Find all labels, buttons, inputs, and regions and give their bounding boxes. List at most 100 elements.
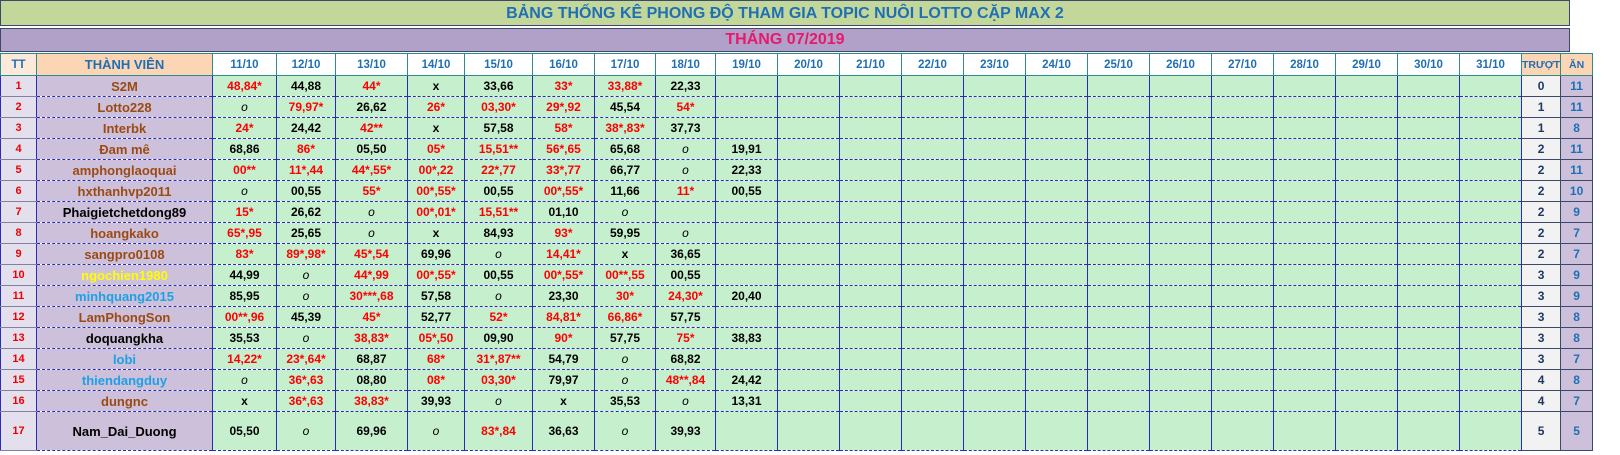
result-cell: o: [335, 201, 408, 223]
result-cell: 26,62: [335, 96, 408, 118]
result-cell: [777, 285, 840, 307]
result-cell: [1397, 369, 1460, 391]
result-cell: 33,88*: [594, 75, 656, 97]
result-cell: [1149, 285, 1212, 307]
result-cell: x: [407, 222, 465, 244]
result-cell: x: [532, 390, 595, 412]
result-cell: [901, 201, 964, 223]
result-cell: 54,79: [532, 348, 595, 370]
result-cell: 25,65: [276, 222, 336, 244]
result-cell: o: [594, 369, 656, 391]
result-cell: [839, 348, 902, 370]
result-cell: [901, 348, 964, 370]
result-cell: 90*: [532, 327, 595, 349]
header-member: THÀNH VIÊN: [36, 53, 213, 76]
member-name: Interbk: [36, 117, 213, 139]
result-cell: 31*,87**: [464, 348, 533, 370]
result-cell: o: [594, 411, 656, 451]
result-cell: [1459, 180, 1522, 202]
result-cell: [1025, 369, 1088, 391]
row-number: 10: [0, 264, 37, 286]
miss-count: 3: [1520, 306, 1562, 328]
result-cell: [777, 75, 840, 97]
row-number: 11: [0, 285, 37, 307]
result-cell: o: [276, 411, 336, 451]
result-cell: 75*: [655, 327, 716, 349]
result-cell: [1087, 159, 1150, 181]
result-cell: 00*,55*: [532, 180, 595, 202]
result-cell: [1211, 327, 1274, 349]
result-cell: [1459, 285, 1522, 307]
member-name: doquangkha: [36, 327, 213, 349]
result-cell: 57,58: [407, 285, 465, 307]
miss-count: 1: [1520, 117, 1562, 139]
result-cell: [1459, 306, 1522, 328]
result-cell: 69,96: [407, 243, 465, 265]
win-count: 9: [1560, 201, 1594, 223]
result-cell: 58*: [532, 117, 595, 139]
sheet-title: BẢNG THỐNG KÊ PHONG ĐỘ THAM GIA TOPIC NU…: [0, 0, 1570, 26]
result-cell: [1025, 201, 1088, 223]
result-cell: [1273, 285, 1336, 307]
result-cell: 14,41*: [532, 243, 595, 265]
result-cell: [839, 411, 902, 451]
result-cell: o: [276, 327, 336, 349]
table-row: 4 Đam mê 68,86 86* 05,50 05* 15,51** 56*,65 65,6…: [0, 138, 1594, 160]
result-cell: [1149, 264, 1212, 286]
table-row: 6 hxthanhvp2011 o 00,55 55* 00*,55* 00,55 00*,5…: [0, 180, 1594, 202]
result-cell: [1397, 264, 1460, 286]
result-cell: 45*: [335, 306, 408, 328]
result-cell: 39,93: [655, 411, 716, 451]
result-cell: 37,73: [655, 117, 716, 139]
result-cell: [1397, 306, 1460, 328]
result-cell: [1273, 390, 1336, 412]
result-cell: 36*,63: [276, 369, 336, 391]
win-count: 10: [1560, 180, 1594, 202]
header-date: 30/10: [1397, 53, 1460, 76]
result-cell: 00,55: [655, 264, 716, 286]
result-cell: 09,90: [464, 327, 533, 349]
result-cell: [777, 369, 840, 391]
result-cell: [901, 327, 964, 349]
result-cell: 33,66: [464, 75, 533, 97]
result-cell: [715, 222, 778, 244]
win-count: 7: [1560, 390, 1594, 412]
result-cell: [777, 411, 840, 451]
result-cell: [715, 201, 778, 223]
result-cell: [1211, 159, 1274, 181]
result-cell: 23,30: [532, 285, 595, 307]
result-cell: [1273, 222, 1336, 244]
miss-count: 2: [1520, 138, 1562, 160]
result-cell: [1087, 243, 1150, 265]
result-cell: 38,83: [715, 327, 778, 349]
result-cell: 66,77: [594, 159, 656, 181]
result-cell: [1149, 138, 1212, 160]
member-name: dungnc: [36, 390, 213, 412]
result-cell: [1211, 390, 1274, 412]
result-cell: 05*: [407, 138, 465, 160]
result-cell: [715, 264, 778, 286]
win-count: 7: [1560, 243, 1594, 265]
result-cell: 45*,54: [335, 243, 408, 265]
result-cell: [777, 264, 840, 286]
table-row: 16 dungnc x 36*,63 38,83* 39,93 o x 35,53 o 13,31 4…: [0, 390, 1594, 412]
result-cell: 33*,77: [532, 159, 595, 181]
row-number: 2: [0, 96, 37, 118]
result-cell: [1335, 411, 1398, 451]
win-count: 8: [1560, 369, 1594, 391]
table-row: 1 S2M 48,84* 44,88 44* x 33,66 33* 33,88* 22,33 0 1…: [0, 75, 1594, 97]
result-cell: [1459, 327, 1522, 349]
result-cell: 00**,55: [594, 264, 656, 286]
result-cell: x: [407, 75, 465, 97]
result-cell: 00,55: [276, 180, 336, 202]
member-name: thiendangduy: [36, 369, 213, 391]
result-cell: [1459, 201, 1522, 223]
result-cell: 22,33: [715, 159, 778, 181]
result-cell: [1149, 306, 1212, 328]
result-cell: [715, 96, 778, 118]
result-cell: [963, 96, 1026, 118]
result-cell: [1459, 243, 1522, 265]
result-cell: [1335, 285, 1398, 307]
result-cell: o: [655, 390, 716, 412]
member-name: Đam mê: [36, 138, 213, 160]
